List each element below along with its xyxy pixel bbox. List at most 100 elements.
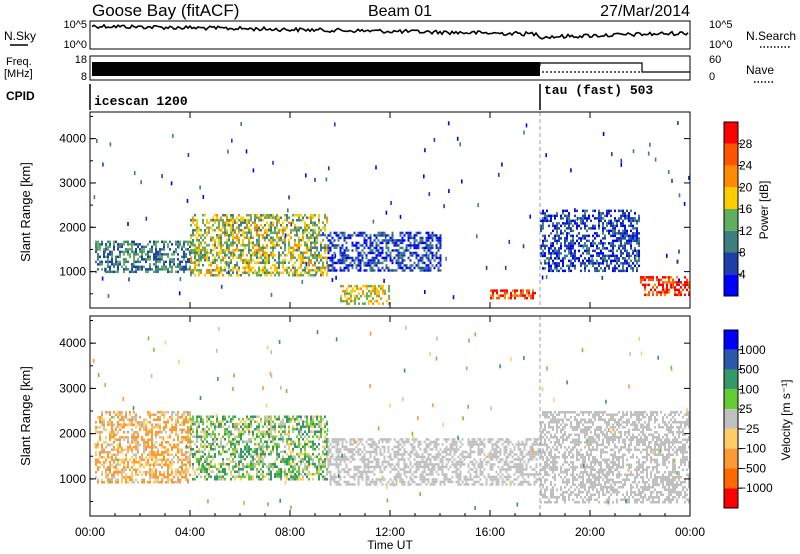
heatmap-cell: [232, 234, 234, 237]
heatmap-cell: [117, 448, 119, 451]
heatmap-cell: [190, 420, 192, 423]
heatmap-cell: [231, 138, 233, 143]
heatmap-cell: [572, 234, 574, 238]
heatmap-cell: [202, 445, 204, 448]
heatmap-cell: [300, 226, 302, 229]
heatmap-cell: [423, 266, 426, 270]
heatmap-cell: [582, 217, 584, 220]
heatmap-cell: [640, 278, 642, 282]
heatmap-cell: [214, 239, 216, 242]
heatmap-cell: [262, 271, 264, 274]
heatmap-cell: [278, 244, 280, 247]
heatmap-cell: [232, 269, 234, 272]
heatmap-cell: [280, 236, 282, 239]
heatmap-cell: [377, 251, 380, 255]
heatmap-cell: [97, 466, 99, 469]
heatmap-cell: [200, 450, 202, 453]
heatmap-cell: [218, 239, 220, 242]
heatmap-cell: [554, 217, 556, 220]
heatmap-cell: [121, 461, 123, 464]
heatmap-cell: [366, 294, 368, 298]
heatmap-cell: [552, 252, 554, 255]
heatmap-cell: [133, 463, 135, 466]
heatmap-cell: [113, 263, 115, 266]
heatmap-cell: [550, 214, 552, 218]
heatmap-cell: [264, 433, 266, 436]
heatmap-cell: [322, 246, 324, 249]
heatmap-cell: [95, 463, 97, 466]
heatmap-cell: [266, 430, 268, 433]
heatmap-cell: [588, 234, 590, 238]
heatmap-cell: [262, 433, 264, 436]
heatmap-cell: [306, 216, 308, 219]
heatmap-cell: [101, 243, 103, 246]
heatmap-cell: [119, 263, 121, 266]
heatmap-cell: [155, 250, 157, 254]
heatmap-cell: [611, 152, 613, 157]
heatmap-cell: [246, 425, 248, 428]
heatmap-cell: [105, 473, 107, 476]
heatmap-cell: [423, 249, 426, 252]
heatmap-cell: [159, 436, 161, 439]
heatmap-cell: [115, 456, 117, 459]
heatmap-cell: [529, 214, 531, 219]
heatmap-cell: [107, 476, 109, 479]
heatmap-cell: [266, 251, 268, 254]
heatmap-cell: [232, 254, 234, 257]
heatmap-cell: [407, 236, 410, 240]
heatmap-cell: [300, 448, 302, 451]
heatmap-cell: [204, 259, 206, 262]
heatmap-cell: [153, 463, 155, 466]
heatmap-cell: [145, 245, 147, 249]
heatmap-cell: [660, 293, 662, 297]
heatmap-cell: [129, 253, 131, 256]
heatmap-cell: [248, 433, 250, 436]
heatmap-cell: [153, 270, 155, 274]
heatmap-cell: [343, 259, 346, 262]
heatmap-cell: [314, 214, 316, 217]
heatmap-cell: [208, 453, 210, 456]
heatmap-cell: [292, 229, 294, 232]
heatmap-cell: [214, 256, 216, 259]
heatmap-cell: [210, 271, 212, 274]
heatmap-cell: [258, 271, 260, 274]
heatmap-cell: [135, 436, 137, 439]
heatmap-cell: [196, 428, 198, 431]
heatmap-cell: [347, 470, 350, 474]
heatmap-cell: [248, 239, 250, 242]
heatmap-cell: [242, 266, 244, 269]
heatmap-cell: [109, 142, 112, 147]
heatmap-cell: [415, 251, 418, 255]
heatmap-cell: [198, 458, 200, 461]
heatmap-cell: [614, 264, 616, 268]
heatmap-cell: [244, 236, 246, 239]
heatmap-cell: [272, 264, 274, 267]
heatmap-cell: [208, 256, 210, 259]
heatmap-cell: [141, 250, 143, 254]
heatmap-cell: [373, 448, 376, 451]
heatmap-cell: [304, 269, 306, 272]
heatmap-cell: [312, 418, 314, 421]
heatmap-cell: [329, 239, 332, 242]
heatmap-cell: [121, 426, 123, 429]
heatmap-cell: [109, 418, 111, 421]
heatmap-cell: [337, 483, 340, 486]
heatmap-cell: [141, 456, 143, 459]
heatmap-cell: [282, 266, 284, 269]
heatmap-cell: [187, 481, 189, 484]
heatmap-cell: [369, 465, 372, 469]
heatmap-cell: [415, 256, 418, 260]
heatmap-cell: [208, 229, 210, 232]
heatmap-cell: [339, 458, 342, 461]
heatmap-cell: [222, 415, 224, 418]
heatmap-cell: [258, 274, 260, 277]
heatmap-cell: [206, 244, 208, 247]
heatmap-cell: [401, 239, 404, 242]
heatmap-cell: [428, 192, 431, 197]
heatmap-cell: [646, 293, 648, 297]
heatmap-cell: [542, 254, 544, 258]
heatmap-cell: [345, 264, 348, 267]
heatmap-cell: [620, 234, 622, 238]
heatmap-cell: [620, 252, 622, 255]
heatmap-cell: [177, 468, 179, 471]
